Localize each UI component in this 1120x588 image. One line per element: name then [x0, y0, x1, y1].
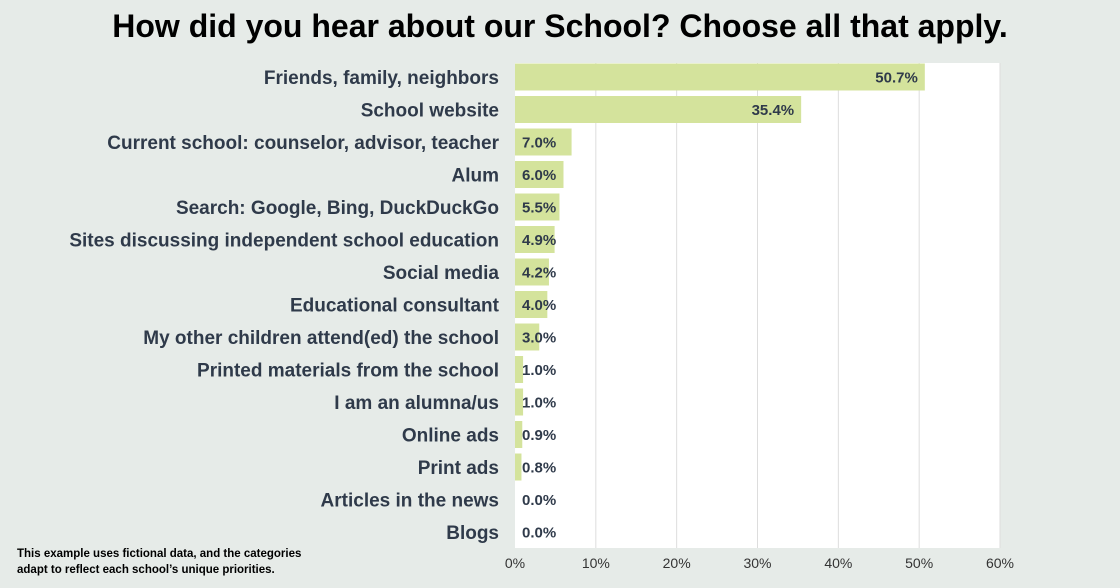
category-label: Blogs [446, 523, 499, 544]
value-label: 4.2% [522, 265, 556, 282]
x-tick-label: 10% [582, 555, 610, 571]
value-label: 0.9% [522, 427, 556, 444]
x-tick-label: 20% [663, 555, 691, 571]
category-label: Alum [452, 166, 500, 187]
category-label: Articles in the news [321, 491, 499, 512]
x-tick-label: 50% [905, 555, 933, 571]
bar [515, 291, 548, 318]
category-label: Sites discussing independent school educ… [69, 231, 499, 252]
bar [515, 96, 802, 123]
value-labels: 50.7% 35.4% 7.0% 6.0% 5.5% 4.9% 4.2% 4.0% 3.0% 1.… [522, 70, 918, 542]
x-tick-label: 40% [824, 555, 852, 571]
bar [515, 258, 549, 286]
value-label: 35.4% [752, 102, 795, 119]
category-label: Current school: counselor, advisor, teac… [107, 133, 499, 154]
gridlines [595, 63, 1001, 548]
category-label: School website [361, 101, 499, 122]
value-label: 4.0% [522, 297, 556, 314]
category-label: Friends, family, neighbors [264, 68, 499, 89]
bar [515, 161, 564, 188]
chart-title: How did you hear about our School? Choos… [112, 8, 1008, 44]
category-labels: Friends, family, neighbors School website… [69, 68, 499, 544]
value-label: 7.0% [522, 135, 556, 152]
value-label: 4.9% [522, 232, 556, 249]
category-label: Online ads [402, 426, 499, 447]
bar [515, 226, 555, 253]
value-label: 0.8% [522, 460, 556, 477]
bar [515, 193, 560, 221]
value-label: 50.7% [875, 70, 918, 87]
x-tick-label: 0% [505, 555, 525, 571]
bar [515, 356, 524, 383]
value-label: 6.0% [522, 167, 556, 184]
x-tick-label: 30% [743, 555, 771, 571]
value-label: 1.0% [522, 362, 556, 379]
value-label: 0.0% [522, 525, 556, 542]
category-label: My other children attend(ed) the school [143, 328, 499, 349]
value-label: 0.0% [522, 492, 556, 509]
bar [515, 323, 540, 351]
category-label: Educational consultant [290, 296, 500, 317]
bar [515, 421, 523, 448]
category-label: I am an alumna/us [334, 393, 499, 414]
category-label: Printed materials from the school [197, 361, 499, 382]
footnote-line-2: adapt to reflect each school’s unique pr… [17, 564, 275, 576]
value-label: 5.5% [522, 200, 556, 217]
value-label: 3.0% [522, 330, 556, 347]
footnote-line-1: This example uses fictional data, and th… [17, 548, 302, 560]
footnote: This example uses fictional data, and th… [17, 546, 357, 578]
category-label: Social media [383, 263, 500, 284]
bar [515, 128, 572, 156]
bar [515, 453, 522, 481]
bar [515, 388, 524, 416]
category-label: Print ads [418, 458, 499, 479]
bar [515, 63, 925, 91]
x-axis-ticks: 0% 10% 20% 30% 40% 50% 60% [505, 555, 1014, 571]
category-label: Search: Google, Bing, DuckDuckGo [176, 198, 499, 219]
x-tick-label: 60% [986, 555, 1014, 571]
bars [515, 63, 925, 481]
value-label: 1.0% [522, 395, 556, 412]
